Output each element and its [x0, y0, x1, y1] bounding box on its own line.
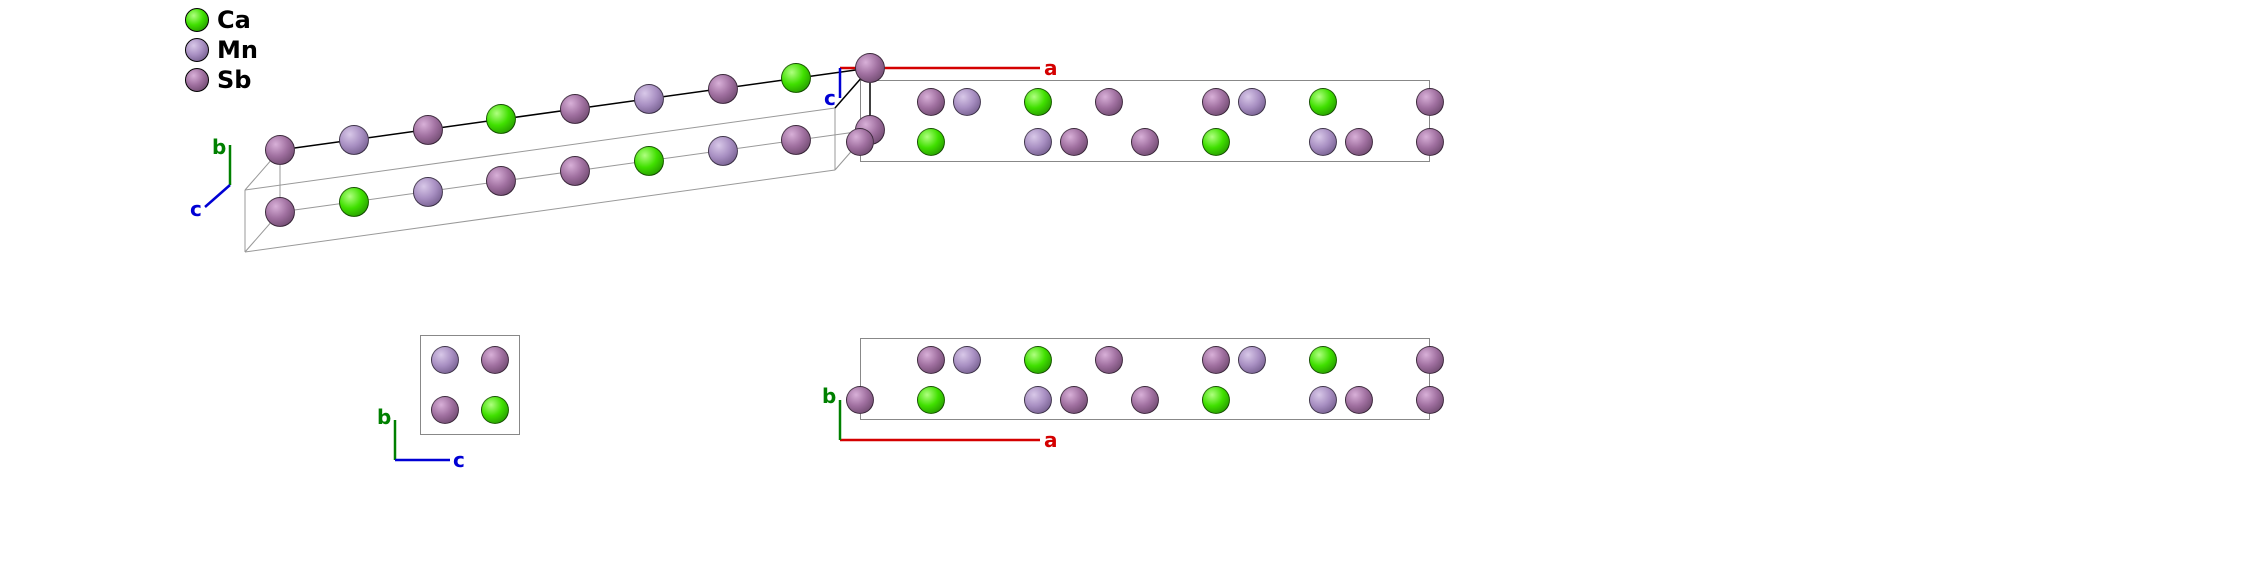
axis-label-c: c	[453, 448, 465, 472]
sb-atom	[560, 94, 590, 124]
mn-atom	[1238, 346, 1266, 374]
sb-atom	[846, 128, 874, 156]
axis-label-a: a	[1044, 56, 1058, 80]
sb-atom	[1060, 386, 1088, 414]
mn-atom	[634, 84, 664, 114]
mn-atom	[1309, 386, 1337, 414]
axis-label-b: b	[377, 405, 391, 429]
mn-atom	[953, 88, 981, 116]
mn-atom	[413, 177, 443, 207]
ca-atom	[481, 396, 509, 424]
sb-atom	[1416, 88, 1444, 116]
ca-atom	[634, 146, 664, 176]
sb-atom	[1416, 128, 1444, 156]
ca-atom	[1309, 88, 1337, 116]
ca-atom	[1024, 346, 1052, 374]
axis-label-b: b	[212, 135, 226, 159]
sb-atom	[1345, 128, 1373, 156]
sb-atom	[1416, 386, 1444, 414]
wireframe-overlay	[0, 0, 2244, 562]
mn-atom	[339, 125, 369, 155]
mn-atom	[708, 136, 738, 166]
sb-atom	[431, 396, 459, 424]
sb-atom	[265, 135, 295, 165]
mn-atom	[1309, 128, 1337, 156]
sb-atom	[846, 386, 874, 414]
ca-atom	[1309, 346, 1337, 374]
axis-label-c: c	[190, 197, 202, 221]
axis-label-c: c	[824, 86, 836, 110]
axis-label-a: a	[1044, 428, 1058, 452]
sb-atom	[1131, 128, 1159, 156]
sb-atom	[481, 346, 509, 374]
ca-atom	[1024, 88, 1052, 116]
sb-atom	[560, 156, 590, 186]
sb-atom	[1345, 386, 1373, 414]
sb-atom	[1416, 346, 1444, 374]
sb-atom	[1131, 386, 1159, 414]
axis-label-b: b	[822, 384, 836, 408]
mn-atom	[1238, 88, 1266, 116]
sb-atom	[855, 53, 885, 83]
sb-atom	[413, 115, 443, 145]
crystal-figure: Ca Mn Sb b c b c a c a b	[0, 0, 2244, 562]
sb-atom	[1060, 128, 1088, 156]
mn-atom	[1024, 128, 1052, 156]
ca-atom	[339, 187, 369, 217]
mn-atom	[431, 346, 459, 374]
mn-atom	[953, 346, 981, 374]
sb-atom	[265, 197, 295, 227]
mn-atom	[1024, 386, 1052, 414]
sb-atom	[708, 74, 738, 104]
